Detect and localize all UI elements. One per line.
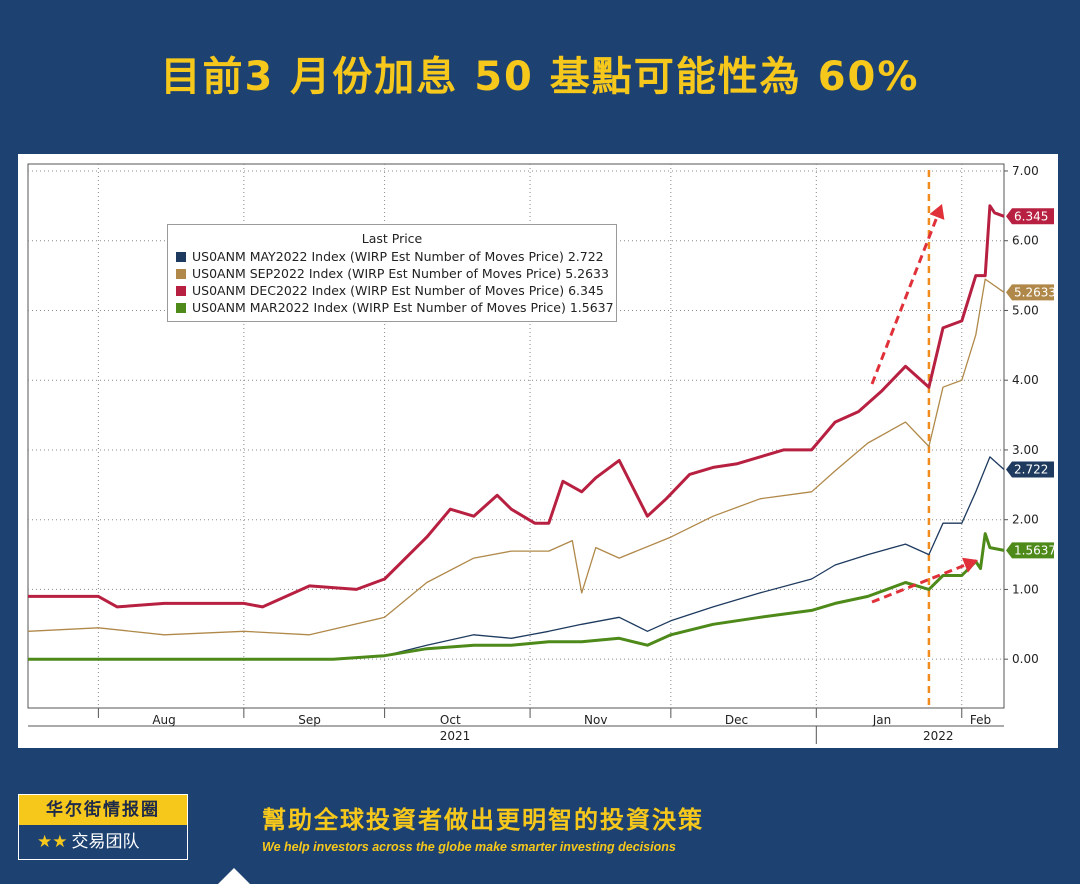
legend-swatch	[176, 302, 186, 313]
x-tick-label: Dec	[725, 713, 748, 727]
star-icon: ★★	[37, 832, 68, 852]
legend-label: US0ANM MAY2022 Index (WIRP Est Number of…	[192, 249, 604, 264]
last-value-label: 6.345	[1014, 209, 1048, 223]
last-value-label: 2.722	[1014, 462, 1048, 476]
x-tick-label: Oct	[440, 713, 461, 727]
x-tick-label: Nov	[584, 713, 607, 727]
y-tick-label: 1.00	[1012, 582, 1039, 596]
trend-arrow-green-head	[962, 557, 978, 573]
brand-name: 华尔街情报圈	[19, 795, 187, 825]
page-title: 目前3 月份加息 50 基點可能性為 60%	[160, 54, 920, 100]
plot-border	[27, 163, 1005, 709]
y-tick-label: 5.00	[1012, 303, 1039, 317]
series-line-4	[28, 532, 1005, 661]
series-line-1	[28, 456, 1005, 660]
y-tick-label: 0.00	[1012, 652, 1039, 666]
y-tick-label: 7.00	[1012, 164, 1039, 178]
legend-entry: US0ANM MAY2022 Index (WIRP Est Number of…	[168, 248, 616, 265]
y-tick-label: 4.00	[1012, 373, 1039, 387]
legend-entry: US0ANM DEC2022 Index (WIRP Est Number of…	[168, 282, 616, 299]
brand-team-label: 交易团队	[71, 832, 140, 852]
legend-swatch	[176, 285, 186, 296]
legend-entry: US0ANM SEP2022 Index (WIRP Est Number of…	[168, 265, 616, 282]
last-value-tag	[1006, 542, 1054, 559]
x-tick-label: Feb	[970, 713, 991, 727]
y-tick-label: 6.00	[1012, 234, 1039, 248]
x-tick-label: Aug	[152, 713, 175, 727]
legend-label: US0ANM MAR2022 Index (WIRP Est Number of…	[192, 300, 614, 315]
legend-swatch	[176, 251, 186, 262]
legend-swatch	[176, 268, 186, 279]
brand-logo: 华尔街情报圈 ★★ 交易团队	[18, 794, 188, 860]
last-value-tag	[1006, 284, 1054, 301]
last-value-label: 1.5637	[1014, 543, 1056, 557]
legend-label: US0ANM DEC2022 Index (WIRP Est Number of…	[192, 283, 604, 298]
last-value-tag	[1006, 461, 1054, 478]
y-tick-label: 3.00	[1012, 443, 1039, 457]
last-value-label: 5.2633	[1014, 285, 1056, 299]
year-label: 2022	[923, 729, 954, 743]
y-tick-label: 2.00	[1012, 513, 1039, 527]
year-label: 2021	[440, 729, 471, 743]
legend-title: Last Price	[361, 231, 423, 246]
legend-entry: US0ANM MAR2022 Index (WIRP Est Number of…	[168, 299, 616, 316]
last-value-tag	[1006, 208, 1054, 225]
trend-arrow-green-shaft	[871, 558, 979, 604]
trend-arrow-red-head	[929, 204, 945, 220]
legend-label: US0ANM SEP2022 Index (WIRP Est Number of…	[192, 266, 609, 281]
slogan-chinese: 幫助全球投資者做出更明智的投資決策	[262, 806, 704, 834]
chart-frame: 7.00 6.00 5.00 4.00 3.00 2.00 1.00 0.00 Aug Sep Oc…	[18, 154, 1058, 748]
series-line-2	[27, 278, 1005, 636]
triangle-notch-icon	[218, 868, 250, 884]
x-tick-label: Sep	[298, 713, 321, 727]
series-line-3	[28, 204, 1005, 609]
trend-arrow-red-shaft	[870, 203, 944, 385]
slogan-english: We help investors across the globe make …	[262, 840, 676, 854]
chart-legend: Last Price US0ANM MAY2022 Index (WIRP Es…	[167, 224, 617, 322]
brand-team: ★★ 交易团队	[19, 825, 187, 859]
x-tick-label: Jan	[872, 713, 892, 727]
